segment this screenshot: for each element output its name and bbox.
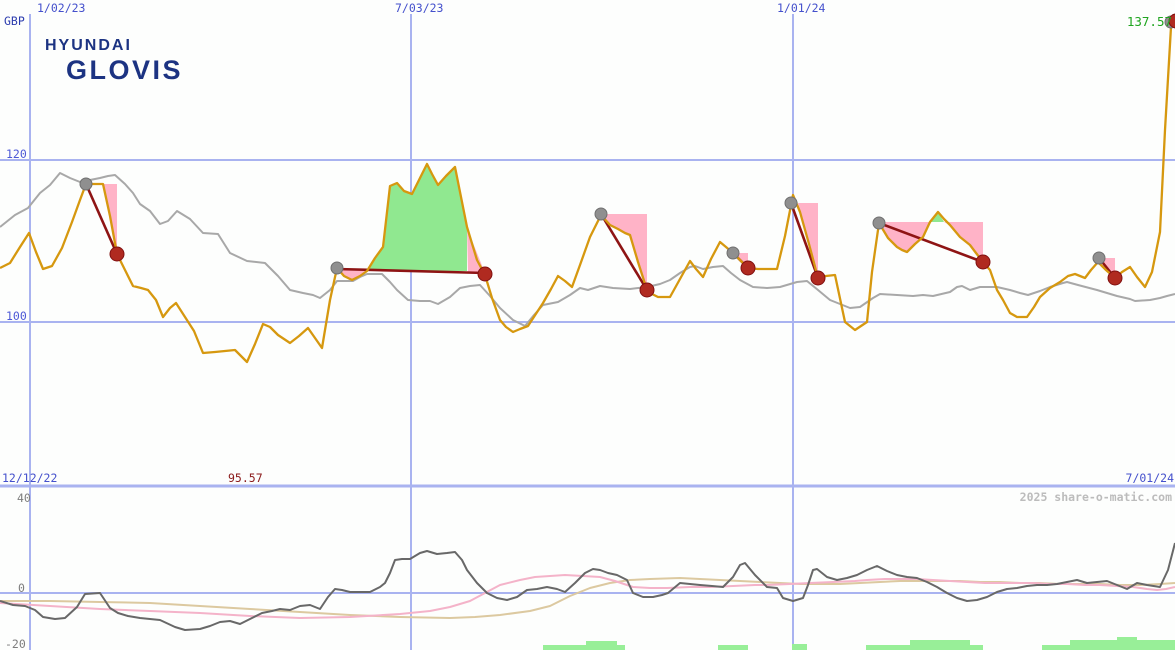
drawdown-fill-pink [733, 253, 748, 268]
price-axis-120: 120 [6, 147, 27, 161]
volume-bar [792, 644, 807, 650]
peak-dot [1092, 251, 1106, 265]
peak-dot [594, 207, 608, 221]
price-axis-100: 100 [6, 309, 27, 323]
lower-axis-40: 40 [17, 491, 31, 505]
top-axis-date-1: 1/02/23 [37, 1, 86, 15]
trough-dot [639, 282, 655, 298]
drawdown-fill-pink [601, 214, 647, 290]
momentum-panel [0, 542, 1175, 631]
drawdown-fill-pink [338, 269, 366, 280]
drawdown-line [789, 202, 820, 279]
drawdown-fill-pink [944, 222, 983, 262]
lower-axis-0: 0 [18, 581, 25, 595]
gridlines [0, 14, 1175, 650]
top-axis-date-3: 1/01/24 [777, 1, 826, 15]
brand-logo-line2: GLOVIS [66, 54, 184, 85]
drawdown-fill-pink [103, 184, 117, 254]
volume-bar [718, 645, 748, 650]
start-date-label: 12/12/22 [2, 471, 57, 485]
volume-bars [543, 637, 1175, 650]
trough-dot [740, 260, 756, 276]
lower-axis-neg20: -20 [5, 637, 26, 650]
peak-dot [784, 196, 798, 210]
last-price-label: 137.57 [1127, 14, 1172, 29]
end-date-label: 7/01/24 [1126, 471, 1175, 485]
peak-dot [79, 177, 93, 191]
peak-dot [872, 216, 886, 230]
drawdown-fill-pink [879, 222, 930, 252]
volume-bar [1117, 637, 1137, 650]
peak-dot [726, 246, 740, 260]
trough-dot [109, 246, 125, 262]
brand-logo-line1: HYUNDAI [45, 37, 132, 54]
watermark: 2025 share-o-matic.com [1020, 490, 1172, 504]
drawdown-dots [79, 13, 1175, 298]
benchmark-line [0, 172, 1175, 327]
volume-bar [910, 640, 970, 650]
drawdown-line [336, 267, 486, 275]
drawdown-line [84, 183, 119, 255]
top-axis-date-2: 7/03/23 [395, 1, 444, 15]
trough-dot [477, 266, 493, 282]
peak-dot [330, 261, 344, 275]
trough-dot [810, 270, 826, 286]
currency-label: GBP [4, 14, 25, 28]
drawdown-line [878, 221, 984, 264]
drawdown-fill-green [367, 164, 467, 271]
volume-bar [543, 645, 625, 650]
brand-logo: HYUNDAI GLOVIS [45, 37, 184, 85]
reference-value-label: 95.57 [228, 471, 263, 485]
drawdown-line [599, 213, 649, 291]
trough-dot [975, 254, 991, 270]
trough-dot [1168, 13, 1175, 29]
momentum-fast-line [0, 542, 1175, 631]
volume-bar [586, 641, 617, 650]
drawdown-fill-green [930, 212, 944, 222]
trough-dot [1107, 270, 1123, 286]
